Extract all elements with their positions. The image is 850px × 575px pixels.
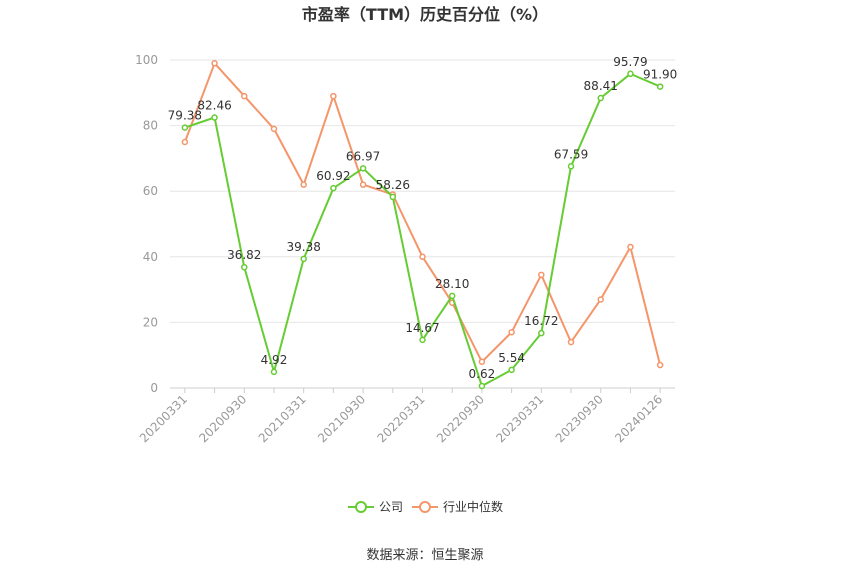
x-tick-label: 20230930 <box>553 392 606 445</box>
data-point <box>508 328 515 336</box>
data-point <box>300 255 307 263</box>
x-tick-label: 20220331 <box>375 392 428 445</box>
data-point <box>181 124 189 131</box>
legend-item-industry-median[interactable]: 行业中位数 <box>412 499 503 514</box>
data-point <box>567 338 575 346</box>
y-tick-label: 60 <box>143 184 158 198</box>
data-label: 95.79 <box>613 55 647 69</box>
data-point <box>538 329 545 337</box>
series-line <box>183 62 662 366</box>
data-point <box>300 181 307 188</box>
legend[interactable]: 公司 行业中位数 <box>348 499 503 514</box>
x-tick-label: 20230331 <box>493 392 546 445</box>
data-label: 14.67 <box>405 321 439 335</box>
data-point <box>419 336 426 344</box>
y-tick-label: 40 <box>143 250 158 264</box>
data-point <box>597 94 604 102</box>
data-point <box>478 382 486 390</box>
data-point <box>330 92 337 100</box>
data-point <box>181 138 189 146</box>
legend-label: 公司 <box>379 500 403 514</box>
data-label: 36.82 <box>227 248 261 262</box>
data-label: 66.97 <box>346 149 380 163</box>
data-point <box>419 253 426 261</box>
data-point <box>656 361 664 369</box>
data-label: 82.46 <box>197 99 231 113</box>
data-point <box>567 163 575 170</box>
legend-item-company[interactable]: 公司 <box>348 500 403 514</box>
chart-title: 市盈率（TTM）历史百分位（%） <box>302 5 548 24</box>
x-tick-label: 20210930 <box>315 392 368 445</box>
data-point <box>627 243 634 251</box>
data-point <box>211 60 218 67</box>
data-label: 0.62 <box>469 367 496 381</box>
x-axis: 20200331 20200930 20210331 20210930 20220331… <box>137 387 675 445</box>
y-tick-label: 0 <box>150 381 158 395</box>
data-label: 28.10 <box>435 277 469 291</box>
data-label: 5.54 <box>498 351 525 365</box>
data-point <box>211 114 218 121</box>
data-label: 67.59 <box>554 147 588 161</box>
x-tick-label: 20220930 <box>434 392 487 445</box>
data-label: 88.41 <box>584 79 618 93</box>
x-tick-label: 20200331 <box>137 392 190 445</box>
y-tick-label: 100 <box>135 53 158 67</box>
data-point <box>448 292 456 300</box>
data-label: 58.26 <box>376 178 410 192</box>
data-point <box>270 368 278 376</box>
data-point <box>389 193 397 201</box>
legend-label: 行业中位数 <box>443 499 503 514</box>
data-label: 16.72 <box>524 314 558 328</box>
data-point <box>241 263 248 271</box>
data-point <box>359 181 367 188</box>
data-point <box>330 184 337 192</box>
data-source: 数据来源：恒生聚源 <box>366 548 483 563</box>
data-point <box>627 70 634 78</box>
y-axis: 0 20 40 60 80 100 <box>135 53 158 395</box>
data-point <box>656 83 664 90</box>
data-label: 91.90 <box>643 68 677 82</box>
data-point <box>359 165 367 172</box>
legend-marker <box>419 501 431 513</box>
data-point <box>241 92 248 100</box>
x-tick-label: 20210331 <box>256 392 309 445</box>
x-tick-label: 20240126 <box>612 392 665 445</box>
y-tick-label: 80 <box>143 119 158 133</box>
grid-lines <box>170 59 675 323</box>
legend-marker <box>355 501 367 513</box>
x-tick-label: 20200930 <box>196 392 249 445</box>
data-point <box>538 271 545 279</box>
data-point <box>478 358 486 366</box>
y-tick-label: 20 <box>143 315 158 329</box>
data-point <box>508 366 515 374</box>
data-label: 79.38 <box>168 109 202 123</box>
data-label: 4.92 <box>261 353 288 367</box>
data-label: 60.92 <box>316 169 350 183</box>
data-point <box>597 296 604 303</box>
data-label: 39.38 <box>286 240 320 254</box>
data-point <box>270 125 278 133</box>
